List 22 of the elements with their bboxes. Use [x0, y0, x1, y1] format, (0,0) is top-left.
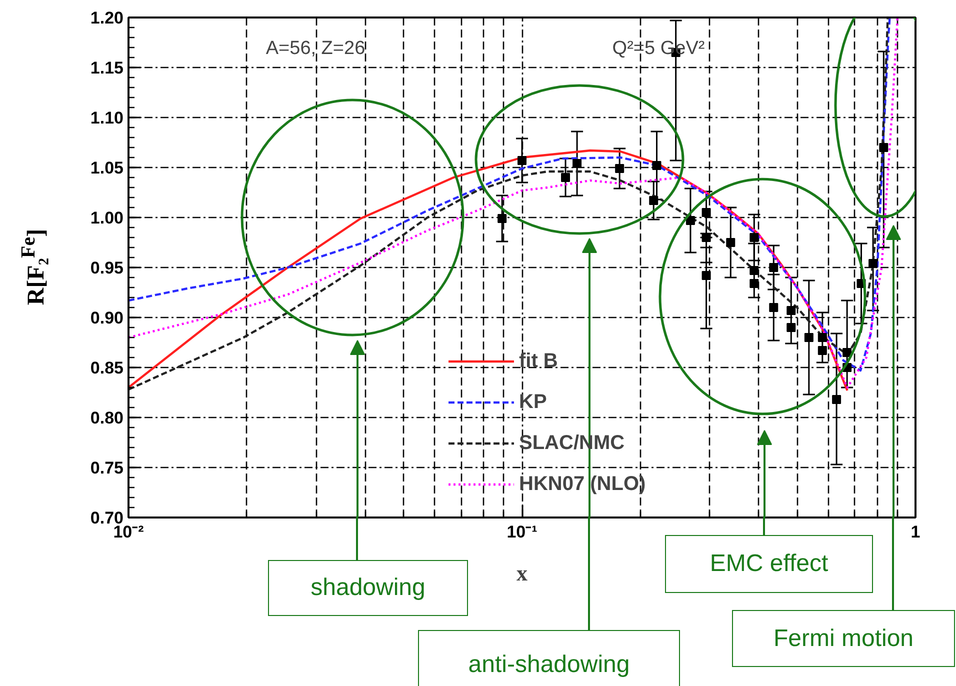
x-tick-label: 10⁻² — [113, 522, 144, 542]
y-tick-label: 0.85 — [90, 358, 124, 378]
x-tick-label: 10⁻¹ — [506, 522, 538, 542]
annotation: A=56, Z=26 — [266, 38, 366, 59]
legend-label: KP — [519, 390, 547, 414]
y-tick-label: 0.95 — [90, 258, 124, 278]
y-tick-label: 1.00 — [90, 208, 124, 228]
y-tick-label: 1.15 — [90, 58, 124, 78]
legend-label: HKN07 (NLO) — [519, 472, 646, 496]
legend-label: fit B — [519, 348, 558, 374]
text: Fermi motion — [732, 610, 955, 667]
y-tick-label: 1.20 — [90, 8, 124, 28]
y-tick-label: 1.05 — [90, 158, 124, 178]
x-axis-title: x — [516, 560, 528, 586]
text: shadowing — [268, 560, 468, 616]
y-tick-label: 0.90 — [90, 308, 124, 328]
text: anti-shadowing — [418, 630, 680, 686]
x-tick-label: 1 — [910, 522, 920, 542]
y-tick-label: 0.80 — [90, 408, 124, 428]
y-tick-label: 0.75 — [90, 458, 124, 478]
text: EMC effect — [665, 535, 873, 593]
y-tick-label: 1.10 — [90, 108, 124, 128]
